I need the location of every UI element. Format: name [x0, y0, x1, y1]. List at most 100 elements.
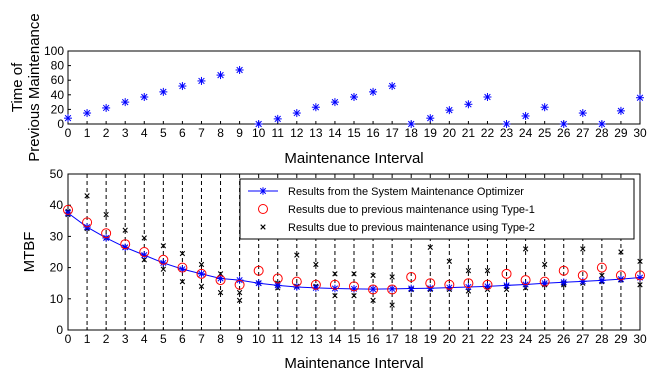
- optimizer-data-point: [178, 265, 187, 273]
- top-x-tick-label: 17: [385, 126, 399, 140]
- top-data-point: [350, 92, 358, 101]
- top-data-point: [407, 120, 416, 128]
- top-data-point: [559, 120, 568, 128]
- top-data-point: [254, 120, 263, 128]
- type2-data-point: [541, 261, 548, 268]
- optimizer-data-point: [197, 270, 206, 278]
- type2-data-point: [427, 244, 433, 251]
- type2-data-point: [332, 271, 338, 277]
- optimizer-data-point: [273, 281, 282, 290]
- type2-data-point: [217, 289, 224, 296]
- bottom-x-tick-label: 15: [347, 332, 361, 346]
- top-x-tick-label: 22: [481, 126, 495, 140]
- type1-data-point: [177, 262, 188, 273]
- top-x-axis-label: Maintenance Interval: [284, 150, 423, 167]
- optimizer-data-point: [483, 282, 492, 291]
- top-data-point: [445, 106, 454, 115]
- type1-data-point: [63, 204, 73, 215]
- legend-type2-label: Results due to previous maintenance usin…: [288, 222, 535, 234]
- type2-data-point: [370, 297, 376, 304]
- top-x-tick-label: 21: [462, 126, 476, 140]
- top-x-tick-label: 11: [271, 126, 284, 140]
- type2-data-point: [599, 272, 605, 279]
- top-y-tick-label: 80: [51, 59, 65, 73]
- top-data-point: [121, 98, 130, 107]
- type2-data-point: [103, 211, 109, 218]
- top-data-point: [369, 87, 378, 96]
- optimizer-data-point: [559, 278, 568, 287]
- top-data-point: [502, 120, 511, 128]
- type2-data-point: [198, 261, 205, 268]
- top-chart: 0 1 2 3 4 5 6 7 8 9 10 11 12 13 14 15 16 17 18 19 20 21 22 23 24…: [9, 13, 647, 167]
- bottom-x-tick-label: 0: [65, 332, 72, 346]
- type1-data-point: [501, 268, 512, 279]
- type2-data-point: [236, 297, 243, 304]
- top-x-tick-label: 0: [65, 126, 72, 140]
- bottom-x-tick-label: 16: [366, 332, 380, 346]
- legend-box: [239, 178, 635, 240]
- top-y-tick-label: 40: [51, 88, 65, 102]
- top-x-tick-label: 24: [519, 126, 533, 140]
- type1-data-point: [406, 271, 417, 282]
- top-x-tick-label: 29: [614, 126, 628, 140]
- type1-data-point: [463, 278, 474, 289]
- top-x-tick-label: 14: [328, 126, 342, 140]
- type1-data-point: [577, 270, 588, 281]
- optimizer-data-point: [254, 279, 263, 287]
- bottom-x-tick-label: 2: [103, 332, 110, 346]
- type1-data-point: [558, 265, 569, 276]
- optimizer-data-point: [293, 283, 301, 291]
- bottom-y-tick-label: 40: [50, 198, 64, 212]
- top-x-tick-label: 13: [309, 126, 323, 140]
- top-data-point: [159, 87, 168, 96]
- top-x-tick-label: 7: [198, 126, 205, 140]
- type2-data-point: [389, 302, 395, 308]
- bottom-x-tick-label: 24: [519, 332, 533, 346]
- top-x-tick-label: 15: [347, 126, 361, 140]
- bottom-y-axis-label: MTBF: [21, 232, 38, 273]
- bottom-x-axis-label: Maintenance Interval: [284, 355, 423, 372]
- top-x-tick-label: 28: [595, 126, 609, 140]
- type1-data-point: [120, 239, 131, 250]
- top-data-point: [330, 98, 339, 107]
- top-data-point: [292, 109, 301, 118]
- type1-data-point: [215, 275, 226, 286]
- bottom-x-tick-label: 5: [160, 332, 167, 346]
- type2-data-point: [484, 268, 491, 274]
- type1-data-point: [82, 217, 93, 228]
- type2-data-point: [198, 283, 205, 290]
- bottom-x-tick-label: 27: [576, 332, 590, 346]
- top-data-point: [216, 71, 225, 80]
- type1-data-point: [425, 278, 436, 289]
- type2-data-point: [141, 257, 147, 263]
- type2-data-point: [370, 272, 376, 279]
- optimizer-data-point: [388, 285, 396, 293]
- bottom-x-tick-label: 6: [179, 332, 186, 346]
- type2-data-point: [294, 252, 300, 258]
- bottom-x-tick-label: 9: [236, 332, 243, 346]
- top-y-axis-label-line: Previous Maintenance: [26, 13, 43, 161]
- bottom-x-tick-label: 28: [595, 332, 609, 346]
- bottom-x-tick-label: 21: [462, 332, 476, 346]
- top-x-tick-label: 5: [160, 126, 167, 140]
- top-x-tick-label: 20: [443, 126, 457, 140]
- top-data-point: [521, 111, 530, 120]
- legend-optimizer-marker: [259, 187, 267, 195]
- top-y-axis-label-line: Time of: [9, 62, 26, 112]
- bottom-chart: 0 1 2 3 4 5 6 7 8 9 10 11 12 13 14 15 16 17 18 19 20 21 22 23 24…: [21, 167, 647, 372]
- bottom-x-tick-label: 4: [141, 332, 148, 346]
- type1-data-point: [291, 276, 302, 287]
- bottom-x-tick-label: 20: [443, 332, 457, 346]
- bottom-y-tick-label: 30: [50, 229, 64, 243]
- type2-data-point: [637, 258, 643, 265]
- type2-data-point: [160, 243, 167, 249]
- type1-data-point: [368, 284, 379, 295]
- bottom-x-tick-label: 26: [557, 332, 571, 346]
- bottom-x-tick-label: 18: [405, 332, 419, 346]
- top-data-point: [616, 106, 625, 115]
- type1-data-point: [482, 279, 493, 290]
- bottom-x-tick-label: 12: [290, 332, 304, 346]
- type1-data-point: [596, 262, 607, 273]
- top-data-point: [235, 65, 244, 74]
